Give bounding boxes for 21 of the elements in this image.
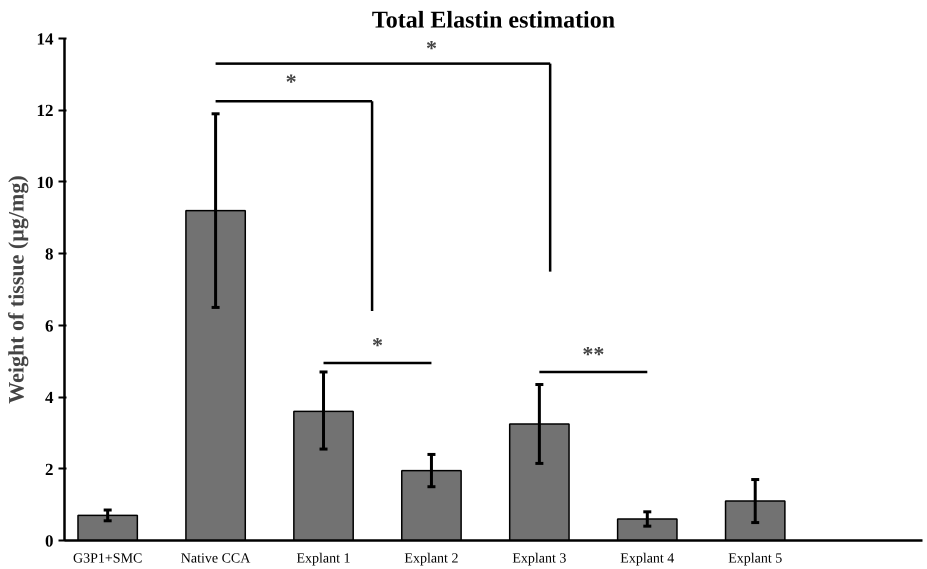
x-tick-label: Explant 2 (404, 552, 458, 566)
y-tick-label: 8 (45, 244, 54, 264)
x-tick-label: Explant 5 (728, 552, 782, 566)
x-tick-label: Explant 3 (512, 552, 566, 566)
x-tick-label: Native CCA (180, 552, 252, 566)
annotation: ** (582, 342, 604, 367)
y-tick-label: 2 (45, 460, 54, 479)
y-tick-label: 12 (36, 101, 54, 120)
chart-title: Total Elastin estimation (372, 8, 616, 34)
y-tick-label: 10 (36, 172, 54, 192)
y-tick-label: 4 (45, 388, 54, 408)
x-tick-label: Explant 1 (296, 552, 351, 566)
y-tick-label: 14 (36, 30, 54, 48)
annotation: * (426, 36, 437, 61)
annotation: * (372, 332, 383, 358)
x-tick-label: G3P1+SMC (72, 552, 142, 566)
y-axis-title: Weight of tissue (µg/mg) (4, 175, 28, 404)
annotation: * (286, 69, 297, 94)
x-tick-label: Explant 4 (620, 552, 674, 566)
y-tick-label: 6 (45, 316, 54, 336)
y-tick-label: 0 (45, 532, 54, 550)
